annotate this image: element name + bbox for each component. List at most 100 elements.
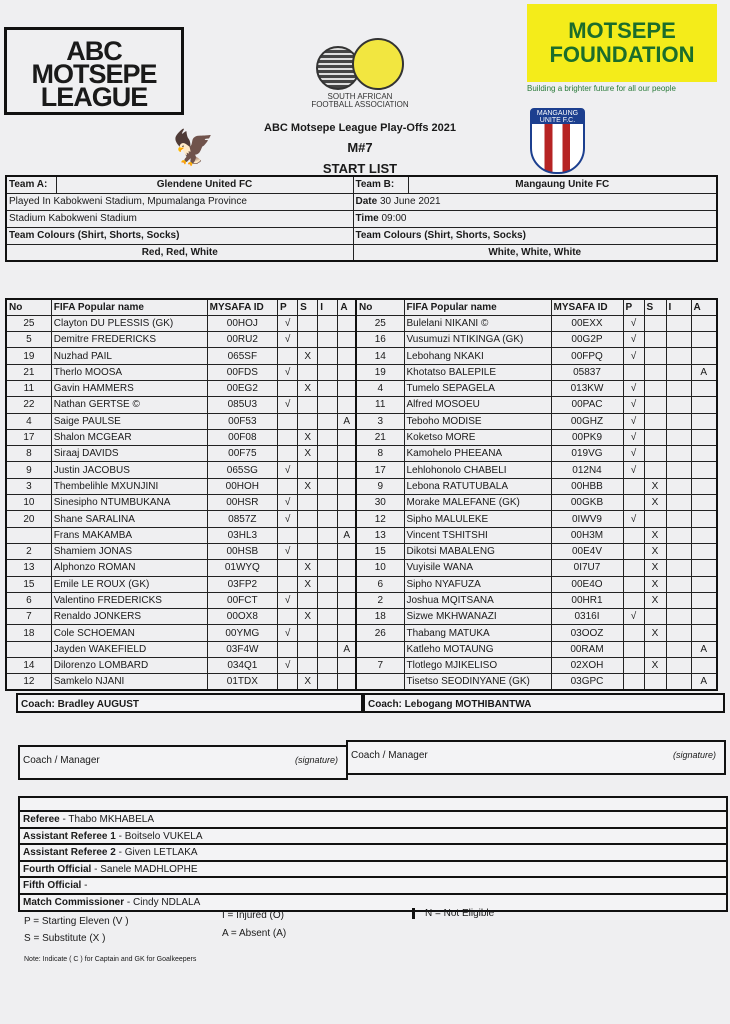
substitute-mark [643, 445, 667, 463]
substitute-mark [297, 542, 319, 561]
substitute-mark [297, 461, 319, 479]
absent-mark [337, 477, 357, 496]
injured-mark [665, 331, 692, 349]
safa-logo: SOUTH AFRICAN FOOTBALL ASSOCIATION [305, 38, 415, 109]
official-role: Assistant Referee 2 [23, 847, 116, 858]
starting-mark: √ [622, 396, 645, 414]
player-name: Shamiem JONAS [50, 542, 208, 561]
absent-mark [337, 314, 357, 333]
player-row: 25 Bulelani NIKANI © 00EXX √ [355, 314, 718, 333]
team-b-coach: Coach: Lebogang MOTHIBANTWA [363, 693, 725, 713]
injured-mark [665, 510, 692, 528]
absent-mark [337, 510, 357, 528]
substitute-mark [297, 331, 319, 349]
absent-mark [337, 624, 357, 642]
player-row: 19 Khotatso BALEPILE 05837 A [355, 363, 718, 381]
shirt-number: 30 [355, 494, 405, 512]
starting-mark [277, 412, 299, 430]
player-row: 9 Lebona RATUTUBALA 00HBB X [355, 477, 718, 496]
substitute-mark [643, 396, 667, 414]
player-name: Katleho MOTAUNG [403, 640, 552, 659]
shirt-number: 3 [5, 477, 52, 496]
absent-mark [690, 542, 718, 561]
injured-mark [665, 396, 692, 414]
mysafa-id: 00E4O [550, 575, 624, 593]
starting-mark: √ [277, 331, 299, 349]
injured-mark [665, 542, 692, 561]
mysafa-id: 0I7U7 [550, 559, 624, 577]
starting-mark [622, 673, 645, 691]
injured-mark [665, 657, 692, 675]
player-name: Saige PAULSE [50, 412, 208, 430]
player-name: Thabang MATUKA [403, 624, 552, 642]
shirt-number: 15 [355, 542, 405, 561]
team-a-name: Glendene United FC [55, 175, 354, 194]
absent-mark [690, 314, 718, 333]
signature-hint: (signature) [672, 750, 716, 760]
substitute-mark: X [643, 657, 667, 675]
shirt-number [355, 640, 405, 659]
header-row: No FIFA Popular name MYSAFA ID P S I A [5, 298, 357, 316]
injured-mark [665, 526, 692, 544]
mangaung-unite-crest: MANGAUNG UNITE F.C. [530, 108, 585, 174]
mysafa-id: 00GKB [550, 494, 624, 512]
mysafa-id: 03F4W [206, 640, 279, 659]
player-name: Nathan GERTSE © [50, 396, 208, 414]
mysafa-id: 00FDS [206, 363, 279, 381]
starting-mark [622, 526, 645, 544]
header-row: No FIFA Popular name MYSAFA ID P S I A [355, 298, 718, 316]
shirt-number: 9 [5, 461, 52, 479]
mysafa-id: 065SF [206, 347, 279, 365]
mysafa-id: 0IWV9 [550, 510, 624, 528]
shirt-number: 17 [5, 428, 52, 447]
substitute-mark: X [643, 591, 667, 610]
date-row: Date 30 June 2021 [352, 192, 718, 211]
substitute-mark: X [297, 379, 319, 398]
substitute-mark [643, 510, 667, 528]
official-row: Fourth Official - Sanele MADHLOPHE [20, 860, 726, 877]
mysafa-id: 00PK9 [550, 428, 624, 447]
starting-mark [277, 526, 299, 544]
shirt-number: 18 [355, 608, 405, 626]
column-header: A [337, 298, 357, 316]
shirt-number: 10 [5, 494, 52, 512]
shirt-number: 11 [355, 396, 405, 414]
absent-mark [690, 624, 718, 642]
official-name: - Thabo MKHABELA [59, 814, 155, 825]
player-row: 3 Thembelihle MXUNJINI 00HOH X [5, 477, 357, 496]
mysafa-id: 00FPQ [550, 347, 624, 365]
injured-mark [317, 510, 339, 528]
shirt-number: 19 [355, 363, 405, 381]
substitute-mark: X [297, 445, 319, 463]
injured-mark [665, 363, 692, 381]
mysafa-id: 00E4V [550, 542, 624, 561]
column-header: P [277, 298, 299, 316]
starting-mark: √ [622, 379, 645, 398]
shirt-number: 12 [355, 510, 405, 528]
player-name: Vusumuzi NTIKINGA (GK) [403, 331, 552, 349]
mysafa-id: 00G2P [550, 331, 624, 349]
mysafa-id: 00H3M [550, 526, 624, 544]
absent-mark [337, 494, 357, 512]
shirt-number: 25 [355, 314, 405, 333]
official-name: - Sanele MADHLOPHE [91, 863, 198, 875]
injured-mark [317, 657, 339, 675]
player-name: Tisetso SEODINYANE (GK) [403, 673, 552, 691]
mysafa-id: 013KW [550, 379, 624, 398]
starting-mark: √ [622, 608, 645, 626]
player-name: Samkelo NJANI [50, 673, 208, 691]
official-row: Match Commissioner - Cindy NDLALA [20, 893, 726, 911]
substitute-mark [297, 526, 319, 544]
substitute-mark [643, 363, 667, 381]
absent-mark: A [337, 412, 357, 430]
player-name: Emile LE ROUX (GK) [50, 575, 208, 593]
absent-mark [337, 673, 357, 691]
starting-mark: √ [622, 510, 645, 528]
player-name: Sinesipho NTUMBUKANA [50, 494, 208, 512]
injured-mark [665, 624, 692, 642]
starting-mark [622, 575, 645, 593]
absent-mark [690, 445, 718, 463]
player-name: Lebona RATUTUBALA [403, 477, 552, 496]
injured-mark [317, 624, 339, 642]
shirt-number: 10 [355, 559, 405, 577]
